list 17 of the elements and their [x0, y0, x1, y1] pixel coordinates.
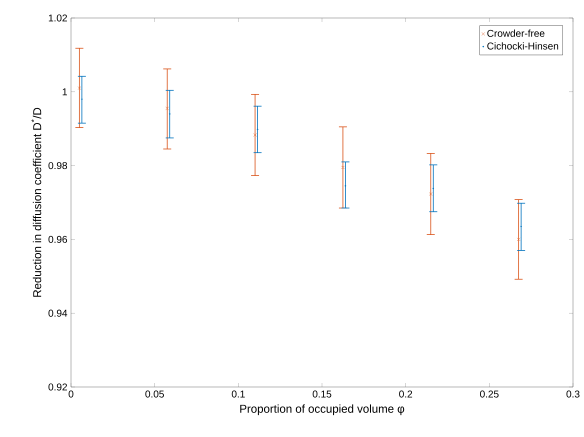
x-tick-label: 0.25: [480, 390, 499, 398]
y-tick-label: 0.94: [48, 310, 68, 317]
x-axis-title: Proportion of occupied volume φ: [240, 404, 404, 416]
y-tick-label: 0.92: [48, 383, 67, 391]
x-tick-label: 0.1: [232, 390, 245, 398]
y-axis-title: Reduction in diffusion coefficient D$^{*}$/D: [31, 108, 42, 297]
x-tick-label: 0: [68, 390, 74, 398]
x-tick-label: 0.2: [399, 390, 412, 398]
x-tick-label: 0.05: [145, 390, 164, 398]
legend-label: Crowder-free: [487, 30, 544, 37]
legend-label: Cichocki-Hinsen: [487, 42, 558, 50]
x-tick-label: 0.15: [312, 390, 332, 398]
y-tick-label: 0.96: [48, 236, 68, 243]
y-tick-label: 1: [62, 88, 68, 96]
x-tick-label: 0.3: [566, 390, 580, 398]
y-tick-label: 0.98: [48, 162, 68, 170]
y-tick-label: 1.02: [48, 14, 67, 22]
